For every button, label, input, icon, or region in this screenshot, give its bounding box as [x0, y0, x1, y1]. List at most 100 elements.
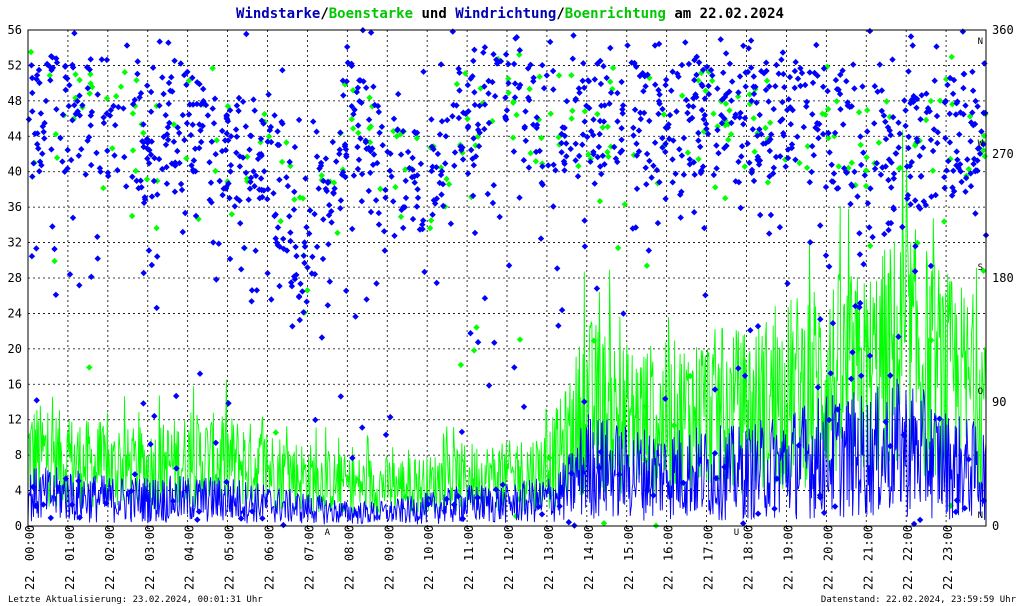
wind-direction-point — [476, 129, 483, 136]
wind-direction-point — [469, 192, 477, 199]
wind-direction-point — [850, 61, 857, 68]
wind-direction-point — [702, 292, 709, 299]
wind-direction-point — [652, 81, 659, 88]
gust-direction-point — [642, 457, 649, 464]
wind-direction-point — [953, 497, 961, 504]
wind-direction-point — [690, 95, 697, 102]
wind-direction-point — [516, 194, 523, 201]
wind-direction-point — [887, 372, 894, 379]
wind-direction-point — [619, 106, 626, 113]
wind-direction-point — [676, 146, 683, 153]
wind-direction-point — [663, 76, 670, 83]
wind-direction-point — [384, 148, 391, 155]
wind-direction-point — [628, 59, 635, 66]
gust-direction-point — [526, 85, 533, 93]
wind-direction-point — [802, 81, 809, 89]
x-tick-label: 22. 09:00 — [382, 525, 396, 590]
wind-direction-point — [967, 138, 974, 145]
wind-direction-point — [607, 89, 615, 96]
wind-direction-point — [464, 124, 472, 131]
wind-direction-point — [75, 152, 82, 159]
gust-direction-point — [568, 72, 575, 79]
wind-direction-point — [35, 66, 43, 74]
wind-direction-point — [526, 96, 533, 104]
wind-direction-point — [44, 61, 51, 68]
wind-direction-point — [970, 160, 977, 168]
wind-direction-point — [41, 119, 48, 127]
wind-direction-point — [969, 87, 977, 94]
gust-direction-point — [605, 153, 612, 160]
wind-direction-point — [339, 169, 347, 176]
wind-direction-point — [890, 175, 897, 182]
wind-direction-point — [258, 152, 265, 159]
wind-direction-point — [714, 85, 721, 92]
wind-direction-point — [432, 200, 439, 207]
wind-direction-point — [339, 77, 347, 84]
wind-direction-point — [769, 170, 777, 177]
wind-direction-point — [978, 128, 985, 135]
gust-direction-point — [705, 68, 712, 75]
wind-direction-point — [980, 141, 987, 148]
wind-direction-point — [594, 153, 601, 161]
wind-direction-point — [146, 146, 153, 154]
wind-direction-point — [289, 323, 296, 330]
wind-direction-point — [350, 172, 358, 179]
wind-direction-point — [888, 184, 895, 191]
wind-direction-point — [778, 56, 785, 63]
wind-direction-point — [749, 126, 756, 133]
wind-direction-point — [503, 107, 511, 114]
wind-direction-point — [485, 90, 492, 97]
wind-direction-point — [256, 186, 263, 193]
x-tick-label: 22. 20:00 — [821, 525, 835, 590]
gust-direction-point — [392, 183, 399, 191]
wind-direction-point — [151, 412, 158, 420]
wind-direction-point — [467, 330, 474, 337]
wind-direction-point — [974, 103, 981, 110]
gust-direction-point — [862, 182, 870, 190]
wind-direction-point — [188, 162, 195, 169]
wind-direction-point — [824, 87, 831, 95]
wind-direction-point — [794, 133, 801, 140]
wind-direction-point — [767, 136, 774, 143]
wind-direction-point — [171, 188, 179, 195]
wind-direction-point — [699, 82, 706, 90]
wind-direction-point — [569, 55, 576, 62]
wind-direction-point — [358, 99, 365, 106]
wind-direction-point — [701, 95, 709, 102]
gust-direction-point — [848, 159, 855, 166]
x-tick-label: 22. 07:00 — [302, 525, 316, 590]
gust-direction-point — [966, 113, 974, 120]
wind-direction-point — [567, 145, 574, 153]
wind-direction-point — [420, 217, 427, 224]
gust-direction-point — [341, 81, 349, 88]
gust-direction-point — [762, 124, 769, 132]
wind-direction-point — [458, 428, 466, 436]
wind-direction-point — [213, 276, 220, 283]
wind-direction-point — [248, 298, 255, 305]
gust-direction-point — [397, 213, 405, 220]
wind-direction-point — [691, 209, 698, 216]
wind-direction-point — [296, 316, 303, 324]
wind-direction-point — [489, 199, 497, 207]
wind-direction-point — [581, 118, 588, 125]
wind-direction-point — [176, 159, 183, 167]
gust-direction-point — [763, 77, 771, 84]
wind-direction-point — [343, 287, 350, 294]
wind-direction-point — [972, 210, 979, 217]
wind-direction-point — [133, 177, 140, 184]
wind-direction-point — [106, 112, 114, 119]
gust-direction-point — [590, 337, 597, 344]
wind-direction-point — [530, 121, 537, 128]
wind-direction-point — [140, 400, 147, 407]
wind-direction-point — [460, 109, 467, 116]
wind-direction-point — [511, 364, 518, 371]
wind-direction-point — [721, 115, 728, 122]
gust-direction-point — [722, 100, 730, 107]
wind-direction-point — [164, 124, 172, 131]
wind-direction-point — [662, 195, 669, 202]
wind-direction-point — [930, 126, 938, 133]
gust-direction-point — [725, 136, 732, 143]
wind-direction-point — [766, 173, 773, 180]
wind-direction-point — [469, 73, 476, 80]
wind-direction-point — [849, 349, 856, 356]
